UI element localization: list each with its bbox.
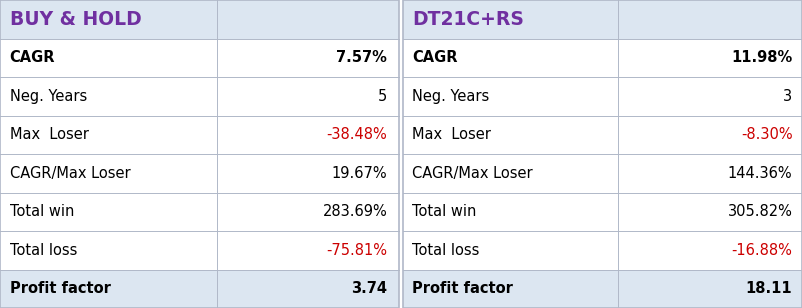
Text: DT21C+RS: DT21C+RS [412,10,524,29]
Bar [0,38,399,77]
Text: -8.30%: -8.30% [741,127,792,142]
Text: Profit factor: Profit factor [10,281,111,296]
Bar [403,192,802,231]
Text: -38.48%: -38.48% [326,127,387,142]
Text: Total loss: Total loss [412,243,480,258]
Text: 144.36%: 144.36% [727,166,792,181]
Bar [0,116,399,154]
Text: Total win: Total win [412,204,476,219]
Text: CAGR/Max Loser: CAGR/Max Loser [412,166,533,181]
Text: Neg. Years: Neg. Years [10,89,87,104]
Bar [403,270,802,308]
Bar [0,192,399,231]
Bar [403,154,802,192]
Bar [403,231,802,270]
Bar [0,77,399,116]
Bar [0,270,399,308]
Text: Profit factor: Profit factor [412,281,513,296]
Text: 5: 5 [378,89,387,104]
Text: 7.57%: 7.57% [337,50,387,65]
Text: 11.98%: 11.98% [731,50,792,65]
Text: Neg. Years: Neg. Years [412,89,489,104]
Text: CAGR: CAGR [412,50,458,65]
Bar [403,116,802,154]
Bar [403,0,802,38]
Text: Total loss: Total loss [10,243,77,258]
Text: -75.81%: -75.81% [326,243,387,258]
Bar [0,0,399,38]
Text: 3: 3 [784,89,792,104]
Bar [403,38,802,77]
Bar [403,0,802,308]
Text: CAGR/Max Loser: CAGR/Max Loser [10,166,130,181]
Text: 19.67%: 19.67% [332,166,387,181]
Text: 305.82%: 305.82% [727,204,792,219]
Bar [0,231,399,270]
Text: Total win: Total win [10,204,74,219]
Text: 3.74: 3.74 [351,281,387,296]
Text: Max  Loser: Max Loser [10,127,88,142]
Text: CAGR: CAGR [10,50,55,65]
Text: 18.11: 18.11 [746,281,792,296]
Text: BUY & HOLD: BUY & HOLD [10,10,141,29]
Bar [403,77,802,116]
Text: -16.88%: -16.88% [731,243,792,258]
Text: Max  Loser: Max Loser [412,127,491,142]
Bar [0,0,399,308]
Text: 283.69%: 283.69% [322,204,387,219]
Bar [0,154,399,192]
